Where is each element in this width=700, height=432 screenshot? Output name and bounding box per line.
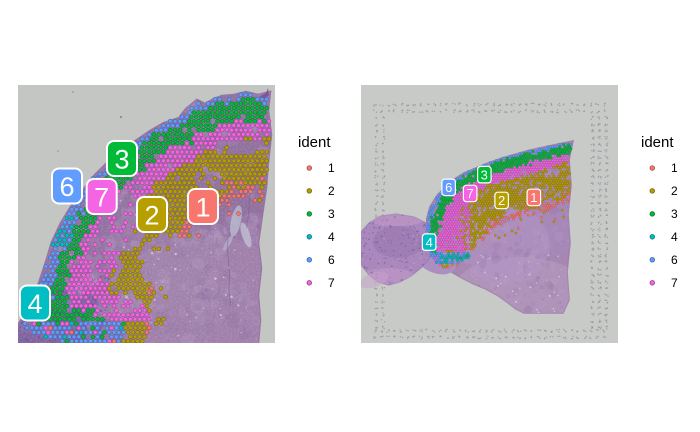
svg-text:3: 3 [114,144,129,174]
svg-text:2: 2 [144,200,159,230]
svg-text:7: 7 [94,182,109,212]
svg-text:6: 6 [59,172,74,202]
svg-text:1: 1 [195,192,210,222]
svg-text:4: 4 [27,289,42,319]
